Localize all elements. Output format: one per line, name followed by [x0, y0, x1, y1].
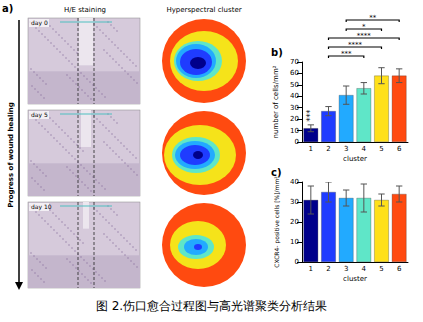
svg-text:4: 4: [362, 145, 367, 153]
svg-text:****: ****: [348, 41, 363, 49]
svg-text:b): b): [271, 47, 283, 58]
svg-text:50: 50: [290, 81, 299, 89]
svg-text:*: *: [362, 23, 366, 31]
svg-text:2: 2: [326, 265, 330, 273]
svg-text:3: 3: [344, 265, 348, 273]
svg-text:Hyperspectral cluster: Hyperspectral cluster: [166, 6, 241, 14]
svg-text:1: 1: [309, 145, 313, 153]
svg-text:cluster: cluster: [343, 155, 367, 163]
svg-text:day 0: day 0: [31, 19, 48, 27]
svg-text:5: 5: [379, 145, 383, 153]
svg-text:5: 5: [379, 265, 383, 273]
svg-text:60: 60: [290, 69, 299, 77]
svg-text:day 5: day 5: [31, 111, 48, 119]
svg-text:a): a): [2, 3, 13, 14]
svg-text:3: 3: [344, 145, 348, 153]
svg-text:0: 0: [295, 138, 299, 146]
svg-text:30: 30: [290, 104, 299, 112]
svg-text:1: 1: [309, 265, 313, 273]
svg-text:H/E staining: H/E staining: [64, 6, 106, 14]
svg-text:70: 70: [290, 58, 299, 66]
svg-text:c): c): [271, 167, 282, 178]
svg-text:20: 20: [290, 218, 299, 226]
svg-text:CXCR4- positive cells [%]/mm²: CXCR4- positive cells [%]/mm²: [273, 176, 281, 268]
svg-text:40: 40: [290, 178, 299, 186]
svg-text:40: 40: [290, 92, 299, 100]
svg-text:0: 0: [295, 258, 299, 266]
svg-text:10: 10: [290, 238, 299, 246]
svg-text:day 10: day 10: [31, 203, 52, 211]
svg-text:2: 2: [326, 145, 330, 153]
svg-text:***: ***: [306, 110, 315, 122]
html-text:图 2.伤口愈合过程图与高光谱聚类分析结果: 图 2.伤口愈合过程图与高光谱聚类分析结果: [95, 299, 328, 313]
svg-text:20: 20: [290, 115, 299, 123]
svg-text:***: ***: [341, 50, 352, 58]
svg-text:number of cells/mm²: number of cells/mm²: [272, 65, 280, 138]
svg-text:6: 6: [397, 265, 402, 273]
svg-text:10: 10: [290, 127, 299, 135]
svg-text:30: 30: [290, 198, 299, 206]
svg-text:**: **: [369, 14, 377, 22]
svg-text:Progress of wound healing: Progress of wound healing: [7, 102, 15, 208]
svg-text:4: 4: [362, 265, 367, 273]
svg-text:****: ****: [357, 32, 372, 40]
svg-text:6: 6: [397, 145, 402, 153]
svg-text:cluster: cluster: [343, 275, 367, 283]
